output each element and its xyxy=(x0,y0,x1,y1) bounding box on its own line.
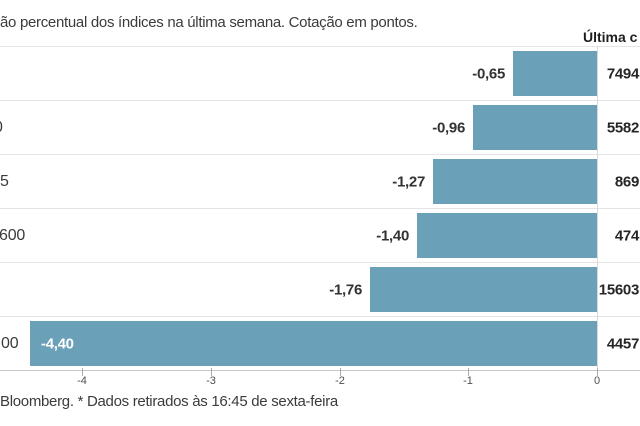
x-axis-tick-mark xyxy=(211,368,212,376)
index-name-fragment: 00 xyxy=(1,335,19,352)
x-axis-tick-label: -2 xyxy=(335,375,345,387)
bar-value-label: -1,27 xyxy=(392,173,425,190)
bar-value-label: -0,96 xyxy=(432,119,465,136)
x-axis-line xyxy=(0,370,640,371)
last-quote-value: 474 xyxy=(614,227,639,244)
x-axis-tick-label: 0 xyxy=(593,375,601,387)
last-quote-column-header: Última c xyxy=(583,29,638,45)
last-quote-value: 869 xyxy=(614,173,639,190)
x-axis-tick-label: -1 xyxy=(463,375,473,387)
last-quote-value: 15603 xyxy=(598,281,640,298)
chart-row: 600 -1,40 474 xyxy=(0,209,640,263)
bar xyxy=(30,321,597,366)
x-axis-tick-mark xyxy=(597,368,598,376)
bar-value-label: -4,40 xyxy=(41,335,74,353)
chart-subtitle: ão percentual dos índices na última sema… xyxy=(0,14,418,31)
chart-row: -0,65 7494 xyxy=(0,47,640,101)
index-name-fragment: 5 xyxy=(0,172,9,190)
last-quote-value: 4457 xyxy=(606,335,639,353)
x-axis-tick-mark xyxy=(468,368,469,376)
last-quote-value: 7494 xyxy=(606,65,639,82)
chart-row: 5 -1,27 869 xyxy=(0,155,640,209)
x-axis-tick-label: -4 xyxy=(77,375,87,387)
index-name-fragment: 600 xyxy=(0,226,26,244)
bar xyxy=(370,267,597,312)
source-note: Bloomberg. * Dados retirados às 16:45 de… xyxy=(0,393,338,410)
bar-value-label: -1,76 xyxy=(329,281,362,298)
chart-row: 00 -4,40 4457 xyxy=(0,317,640,371)
bar-chart-area: -0,65 7494 0 -0,96 5582 5 -1,27 869 600 -1,40 474 -… xyxy=(0,46,640,371)
bar xyxy=(417,213,597,258)
x-axis-tick-label: -3 xyxy=(206,375,216,387)
bar xyxy=(433,159,597,204)
bar-value-label: -0,65 xyxy=(472,65,505,82)
x-axis-tick-mark xyxy=(82,368,83,376)
chart-row: -1,76 15603 xyxy=(0,263,640,317)
chart-row: 0 -0,96 5582 xyxy=(0,101,640,155)
index-name-fragment: 0 xyxy=(0,119,3,137)
chart-rows: -0,65 7494 0 -0,96 5582 5 -1,27 869 600 -1,40 474 -… xyxy=(0,47,640,371)
bar xyxy=(513,51,597,96)
bar-value-label: -1,40 xyxy=(376,227,409,244)
bar xyxy=(473,105,597,150)
zero-axis-gridline xyxy=(597,46,598,370)
x-axis-tick-mark xyxy=(340,368,341,376)
last-quote-value: 5582 xyxy=(606,119,639,136)
